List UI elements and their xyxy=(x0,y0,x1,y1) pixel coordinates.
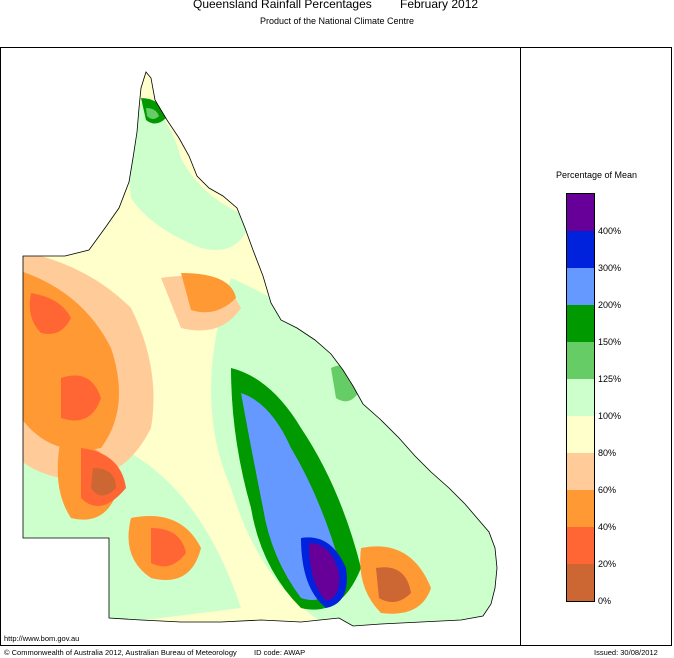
legend-swatch-80pct xyxy=(567,416,594,453)
zone-west-red-2 xyxy=(61,375,101,421)
map-frame xyxy=(0,47,672,646)
legend-label-60pct: 60% xyxy=(598,485,617,495)
legend-label-400pct: 400% xyxy=(598,226,622,236)
zone-central-purple xyxy=(309,543,340,601)
legend-swatch-200pct xyxy=(567,268,594,305)
queensland-rainfall-map xyxy=(22,71,498,627)
legend-swatch-300pct xyxy=(567,231,594,268)
zone-southeast-brown xyxy=(376,567,411,602)
legend-label-125pct: 125% xyxy=(598,374,622,384)
copyright-text: © Commonwealth of Australia 2012, Austra… xyxy=(4,648,237,657)
queensland-outline xyxy=(22,71,498,627)
legend-swatch-60pct xyxy=(567,453,594,490)
map-subtitle: Product of the National Climate Centre xyxy=(259,16,415,26)
zone-south-red xyxy=(151,528,186,567)
map-title: Queensland Rainfall Percentages xyxy=(193,0,372,11)
id-code-text: ID code: AWAP xyxy=(254,648,306,657)
legend-label-150pct: 150% xyxy=(598,337,622,347)
issued-text: Issued: 30/08/2012 xyxy=(594,648,658,657)
source-url[interactable]: http://www.bom.gov.au xyxy=(4,634,80,643)
legend-color-bar xyxy=(566,193,595,602)
legend-label-80pct: 80% xyxy=(598,448,617,458)
zone-cape-green xyxy=(121,103,251,250)
legend-title: Percentage of Mean xyxy=(555,170,638,180)
legend-swatch-150pct xyxy=(567,305,594,342)
legend-swatch-125pct xyxy=(567,342,594,379)
zone-cape-tip-light xyxy=(146,108,159,119)
legend-label-300pct: 300% xyxy=(598,263,622,273)
zone-southwest-brown xyxy=(91,468,116,496)
zone-west-red-1 xyxy=(29,293,71,334)
legend-swatch-400pct xyxy=(567,194,594,231)
zone-north-orange xyxy=(181,273,236,313)
legend-label-20pct: 20% xyxy=(598,559,617,569)
map-period: February 2012 xyxy=(400,0,479,11)
legend-swatch-0pct xyxy=(567,564,594,601)
legend-label-100pct: 100% xyxy=(598,411,622,421)
legend-label-0pct: 0% xyxy=(598,596,612,606)
legend-swatch-20pct xyxy=(567,527,594,564)
legend-label-40pct: 40% xyxy=(598,522,617,532)
legend-swatch-100pct xyxy=(567,379,594,416)
legend-swatch-40pct xyxy=(567,490,594,527)
legend-divider xyxy=(520,47,521,646)
title-row: Queensland Rainfall Percentages February… xyxy=(0,0,674,11)
legend-label-200pct: 200% xyxy=(598,300,622,310)
